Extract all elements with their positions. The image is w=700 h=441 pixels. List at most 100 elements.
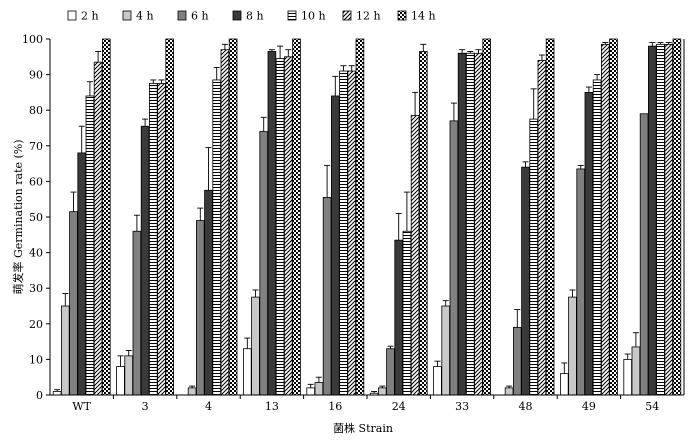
legend-label: 10 h bbox=[301, 10, 326, 23]
x-ticks: WT 3 4 13 16 24 33 48 49 54 bbox=[72, 395, 659, 413]
bar-6h-24 bbox=[386, 348, 395, 396]
bar-12h-4 bbox=[220, 49, 230, 396]
bar-10h-16 bbox=[339, 70, 348, 396]
bar-14h-3 bbox=[165, 38, 175, 396]
error-bar bbox=[340, 65, 347, 72]
y-tick-label: 50 bbox=[29, 211, 43, 224]
legend-label: 12 h bbox=[356, 10, 381, 23]
x-tick-label: 49 bbox=[582, 400, 596, 413]
legend-label: 14 h bbox=[411, 10, 436, 23]
error-bar bbox=[125, 350, 132, 356]
legend-label: 4 h bbox=[136, 10, 154, 23]
bar-14h-48 bbox=[545, 38, 555, 396]
legend-swatch bbox=[177, 10, 187, 21]
bar-14h-WT bbox=[102, 38, 111, 396]
error-bar bbox=[459, 49, 466, 54]
x-tick-label: WT bbox=[72, 400, 91, 413]
bar-4h-24 bbox=[377, 387, 387, 396]
error-bar bbox=[585, 86, 592, 93]
error-bar bbox=[561, 362, 568, 374]
legend-swatch bbox=[122, 10, 132, 21]
x-tick-label: 33 bbox=[455, 400, 469, 413]
error-bar bbox=[285, 49, 292, 57]
error-bar bbox=[624, 353, 631, 360]
y-tick-label: 80 bbox=[29, 104, 43, 117]
error-bar bbox=[649, 42, 656, 47]
bar-8h-13 bbox=[267, 51, 277, 396]
error-bar bbox=[189, 385, 196, 388]
error-bar bbox=[522, 161, 529, 168]
bar-4h-16 bbox=[314, 382, 324, 396]
bar-6h-16 bbox=[322, 197, 332, 396]
bar-4h-48 bbox=[504, 387, 514, 396]
legend-swatch bbox=[397, 10, 407, 21]
error-bar bbox=[197, 207, 204, 221]
error-bar bbox=[54, 389, 61, 392]
error-bar bbox=[594, 74, 601, 80]
bar-12h-WT bbox=[93, 61, 103, 396]
bar-2h-54 bbox=[623, 358, 632, 396]
legend-item-10h: 10 h bbox=[287, 10, 326, 23]
bar-2h-16 bbox=[306, 387, 315, 396]
x-tick-label: 48 bbox=[519, 400, 533, 413]
x-tick-label: 16 bbox=[328, 400, 342, 413]
error-bar bbox=[657, 42, 664, 45]
y-tick-label: 20 bbox=[29, 318, 43, 331]
y-tick-label: 90 bbox=[29, 69, 43, 82]
bar-12h-3 bbox=[157, 83, 166, 396]
bar-12h-49 bbox=[601, 43, 610, 396]
error-bar bbox=[70, 191, 77, 212]
bar-14h-49 bbox=[609, 38, 618, 396]
error-bar bbox=[205, 147, 212, 191]
bar-8h-3 bbox=[140, 125, 150, 396]
bar-8h-33 bbox=[457, 52, 467, 396]
error-bar bbox=[530, 88, 537, 120]
error-bar bbox=[158, 79, 165, 84]
bar-4h-49 bbox=[568, 296, 577, 396]
bar-6h-33 bbox=[449, 120, 459, 396]
error-bar bbox=[86, 81, 93, 96]
error-bar bbox=[221, 43, 228, 50]
y-tick-label: 100 bbox=[22, 33, 43, 46]
error-bar bbox=[569, 289, 576, 298]
bar-10h-3 bbox=[148, 83, 158, 396]
bar-14h-54 bbox=[672, 38, 682, 396]
bar-12h-16 bbox=[347, 70, 356, 396]
bar-2h-3 bbox=[116, 366, 125, 396]
bar-12h-24 bbox=[410, 115, 420, 396]
error-bar bbox=[665, 42, 672, 45]
bar-10h-49 bbox=[592, 79, 602, 396]
error-bar bbox=[434, 360, 441, 367]
legend-item-12h: 12 h bbox=[342, 10, 381, 23]
bar-6h-WT bbox=[69, 211, 78, 396]
bar-8h-WT bbox=[77, 152, 87, 396]
error-bar bbox=[412, 91, 419, 116]
bar-8h-16 bbox=[330, 95, 340, 396]
bar-6h-48 bbox=[513, 326, 522, 396]
bar-4h-13 bbox=[251, 296, 260, 396]
bar-12h-48 bbox=[537, 59, 547, 396]
error-bar bbox=[395, 212, 402, 241]
x-tick-label: 24 bbox=[392, 400, 406, 413]
x-axis-title: 菌株 Strain bbox=[333, 421, 393, 435]
error-bar bbox=[602, 42, 609, 45]
error-bar bbox=[252, 289, 259, 298]
legend-item-6h: 6 h bbox=[177, 10, 209, 23]
error-bar bbox=[379, 385, 386, 388]
x-tick-label: 54 bbox=[645, 400, 659, 413]
legend-item-4h: 4 h bbox=[122, 10, 154, 23]
error-bar bbox=[260, 116, 267, 132]
bar-8h-4 bbox=[204, 189, 213, 396]
error-bar bbox=[332, 75, 339, 96]
error-bar bbox=[632, 332, 639, 347]
y-ticks: 0 10 20 30 40 50 60 70 80 90 100 bbox=[22, 33, 50, 402]
bar-6h-13 bbox=[259, 131, 268, 396]
error-bar bbox=[324, 164, 331, 198]
y-tick-label: 10 bbox=[29, 353, 43, 366]
y-tick-label: 70 bbox=[29, 140, 43, 153]
legend-label: 2 h bbox=[81, 10, 99, 23]
error-bar bbox=[577, 164, 584, 169]
error-bar bbox=[307, 383, 314, 388]
error-bar bbox=[142, 118, 149, 127]
